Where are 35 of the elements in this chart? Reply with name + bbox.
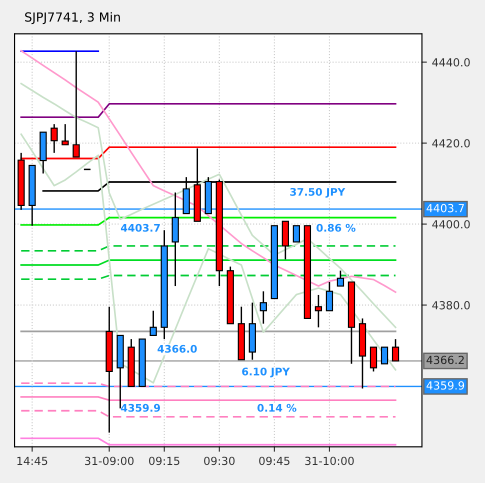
x-tick-label: 09:15 xyxy=(149,456,180,466)
y-tick-label: 4380.0 xyxy=(432,301,470,310)
chart-title: SJPJ7741, 3 Min xyxy=(25,12,120,24)
annotation: 4359.9 xyxy=(120,404,160,412)
candlestick xyxy=(150,310,157,336)
candlestick xyxy=(370,346,378,372)
y-tick-label: 4400.0 xyxy=(432,220,470,228)
line-series xyxy=(20,50,396,293)
annotation: 4366.0 xyxy=(158,344,197,353)
candlestick xyxy=(260,290,267,324)
annotation: 6.10 JPY xyxy=(242,368,290,378)
candlestick xyxy=(326,281,334,312)
x-tick-label: 14:45 xyxy=(17,456,48,466)
ref-line-label: 4366.2 xyxy=(426,356,464,364)
ref-line-label: 4403.7 xyxy=(426,204,464,212)
candlestick xyxy=(292,225,300,242)
candlestick xyxy=(336,270,344,287)
line-series xyxy=(20,133,396,384)
line-series xyxy=(20,82,396,328)
annotation: 0.14 % xyxy=(257,404,296,412)
candlestick xyxy=(314,294,322,328)
candlestick xyxy=(62,123,69,146)
candlestick xyxy=(392,338,400,362)
x-tick-label: 31-09:00 xyxy=(85,456,134,466)
candlestick xyxy=(380,346,388,364)
ref-line-label: 4359.9 xyxy=(426,381,464,390)
candlestick xyxy=(50,123,58,154)
y-tick-label: 4420.0 xyxy=(432,139,470,148)
annotation: 0.86 % xyxy=(316,224,356,232)
y-tick-label: 4440.0 xyxy=(432,58,470,67)
annotation: 37.50 JPY xyxy=(290,188,346,198)
x-tick-label: 09:45 xyxy=(259,456,290,466)
x-tick-label: 09:30 xyxy=(204,456,235,466)
annotation: 4403.7 xyxy=(120,224,160,232)
x-tick-label: 31-10:00 xyxy=(305,456,354,466)
